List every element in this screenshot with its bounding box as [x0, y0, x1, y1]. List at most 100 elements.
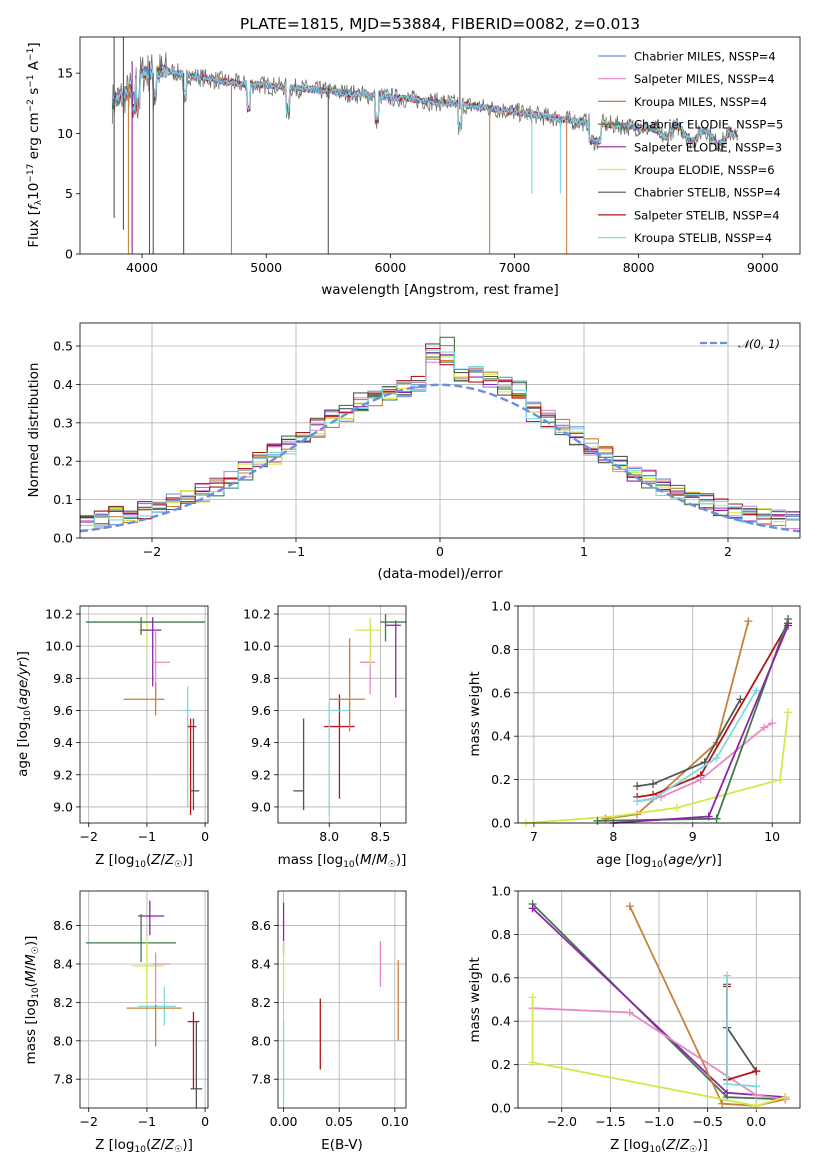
x-tick-label: −2.0: [547, 1114, 577, 1129]
age-z-axes-frame: [79, 605, 209, 824]
x-tick-label: 0.05: [325, 1114, 353, 1129]
x-tick-label: −1.0: [644, 1114, 674, 1129]
y-tick-label: 10: [57, 126, 73, 141]
y-tick-label: 0.0: [491, 1101, 511, 1116]
x-tick-label: 7000: [499, 260, 531, 275]
y-tick-label: 15: [57, 66, 73, 81]
x-tick-label: 8.0: [319, 829, 339, 844]
mass-weight-series: [628, 905, 786, 1107]
x-tick-label: 0: [201, 1114, 209, 1129]
y-tick-label: 0.1: [53, 492, 73, 507]
spectrum-legend-label: Salpeter STELIB, NSSP=4: [634, 208, 780, 222]
y-tick-label: 0.6: [491, 685, 511, 700]
spectrum-legend-label: Chabrier MILES, NSSP=4: [634, 50, 776, 64]
y-tick-label: 0.3: [53, 415, 73, 430]
mass-weight-vs-metallicity-panel: −2.0 −1.5 −1.0 −0.5 0.0 0.0 0.2 0.4 0.6 0.8 1.0: [491, 884, 800, 1129]
y-tick-label: 9.4: [251, 735, 271, 750]
x-tick-label: 8: [609, 829, 617, 844]
mass-weight-series: [531, 997, 786, 1107]
y-tick-label: 8.4: [53, 956, 73, 971]
x-tick-label: 7: [530, 829, 538, 844]
mass-weight-series: [605, 620, 750, 820]
x-tick-label: 0: [201, 829, 209, 844]
spectrum-xlabel: wavelength [Angstrom, rest frame]: [321, 282, 559, 298]
y-tick-label: 5: [65, 186, 73, 201]
weight-age-ylabel: mass weight: [467, 671, 483, 756]
y-tick-label: 1.0: [491, 599, 511, 614]
mass-vs-metallicity-panel: −2 −1 0 7.8 8.0 8.2 8.4 8.6: [53, 891, 209, 1129]
y-tick-label: 10.0: [243, 639, 271, 654]
histogram-steps: [80, 336, 800, 533]
y-tick-label: 9.2: [53, 767, 73, 782]
y-tick-label: 0.2: [491, 1057, 511, 1072]
y-tick-label: 8.6: [251, 918, 271, 933]
y-tick-label: 7.8: [251, 1072, 271, 1087]
age-mass-axes-frame: [277, 605, 407, 824]
x-tick-label: 4000: [126, 260, 158, 275]
y-tick-label: 10.0: [45, 639, 73, 654]
residual-histogram-panel: −2 −1 0 1 2 0.0 0.1 0.2 0.3 0.4 0.5: [53, 323, 800, 559]
y-tick-label: 9.6: [251, 703, 271, 718]
histogram-series: [80, 349, 800, 528]
histogram-xlabel: (data-model)/error: [377, 566, 503, 582]
age-vs-metallicity-panel: −2 −1 0 9.0 9.2 9.4 9.6 9.8 10.0 10.2: [45, 606, 209, 844]
x-tick-label: −1.5: [595, 1114, 625, 1129]
y-tick-label: 1.0: [491, 884, 511, 899]
mass-weight-series: [637, 690, 758, 803]
spectrum-panel: 4000 5000 6000 7000 8000 9000 0 5 10 15: [57, 37, 779, 275]
weight-age-axes-frame: [517, 605, 801, 824]
spectrum-legend: Chabrier MILES, NSSP=4 Salpeter MILES, NS…: [598, 50, 783, 245]
y-tick-label: 7.8: [53, 1072, 73, 1087]
y-tick-label: 0.8: [491, 927, 511, 942]
grid-and-ticks: −2 −1 0 9.0 9.2 9.4 9.6 9.8 10.0 10.2: [45, 606, 209, 844]
weight-z-xlabel: Z [log10(Z/Z☉)]: [610, 1137, 708, 1155]
y-tick-label: 8.0: [53, 1033, 73, 1048]
age-mass-xlabel: mass [log10(M/M☉)]: [278, 852, 407, 870]
y-tick-label: 0.5: [53, 339, 73, 354]
x-tick-label: 9000: [747, 260, 779, 275]
histogram-axes-frame: [79, 322, 801, 539]
weight-z-ylabel: mass weight: [467, 957, 483, 1042]
mass-weight-series: [532, 1007, 786, 1101]
y-tick-label: 9.8: [53, 671, 73, 686]
x-tick-label: 1: [580, 544, 588, 559]
x-tick-label: 0.10: [381, 1114, 409, 1129]
grid-and-ticks: −2.0 −1.5 −1.0 −0.5 0.0 0.0 0.2 0.4 0.6 0.8 1.0: [491, 884, 800, 1129]
y-tick-label: 0.2: [491, 772, 511, 787]
spectrum-axes-frame: [79, 36, 801, 255]
y-tick-label: 8.2: [251, 995, 271, 1010]
y-tick-label: 0.8: [491, 642, 511, 657]
spectrum-title: PLATE=1815, MJD=53884, FIBERID=0082, z=0…: [240, 15, 640, 33]
y-tick-label: 0.4: [491, 729, 511, 744]
spectrum-ylabel: Flux [fλ10−17 erg cm−2 s−1 A−1]: [26, 42, 44, 247]
grid-and-ticks: −2 −1 0 7.8 8.0 8.2 8.4 8.6: [53, 891, 209, 1129]
y-tick-label: 0.6: [491, 970, 511, 985]
mass-weight-series: [726, 984, 757, 1072]
histogram-ylabel: Normed distribution: [26, 363, 42, 498]
y-tick-label: 10.2: [45, 607, 73, 622]
mass-ebv-axes-frame: [277, 890, 407, 1109]
spectrum-legend-label: Chabrier ELODIE, NSSP=5: [634, 118, 783, 132]
spectrum-legend-label: Salpeter ELODIE, NSSP=3: [634, 140, 782, 154]
mass-vs-extinction-panel: 0.00 0.05 0.10 7.8 8.0 8.2 8.4 8.6: [251, 891, 409, 1129]
x-tick-label: 5000: [250, 260, 282, 275]
mass-weight-series: [637, 698, 742, 787]
y-tick-label: 0.4: [491, 1014, 511, 1029]
spectrum-line: [111, 67, 739, 147]
y-tick-label: 8.6: [53, 918, 73, 933]
x-tick-label: −1: [287, 544, 305, 559]
y-tick-label: 8.0: [251, 1033, 271, 1048]
x-tick-label: −2: [80, 1114, 98, 1129]
y-tick-label: 0.0: [53, 531, 73, 546]
mass-weight-series: [637, 622, 789, 798]
x-tick-label: 10: [764, 829, 780, 844]
spectrum-lines: [111, 37, 739, 254]
grid-and-ticks: 8.0 8.5 9.0 9.2 9.4 9.6 9.8 10.0 10.2: [243, 606, 406, 844]
mass-weight-vs-age-panel: 7 8 9 10 0.0 0.2 0.4 0.6 0.8 1.0: [491, 599, 800, 844]
x-tick-label: 0.0: [746, 1114, 766, 1129]
y-tick-label: 9.4: [53, 735, 73, 750]
spectrum-legend-label: Chabrier STELIB, NSSP=4: [634, 186, 781, 200]
y-tick-label: 9.0: [53, 799, 73, 814]
mass-z-ylabel: mass [log10(M/M☉)]: [23, 936, 41, 1065]
mass-weight-series: [613, 625, 789, 824]
